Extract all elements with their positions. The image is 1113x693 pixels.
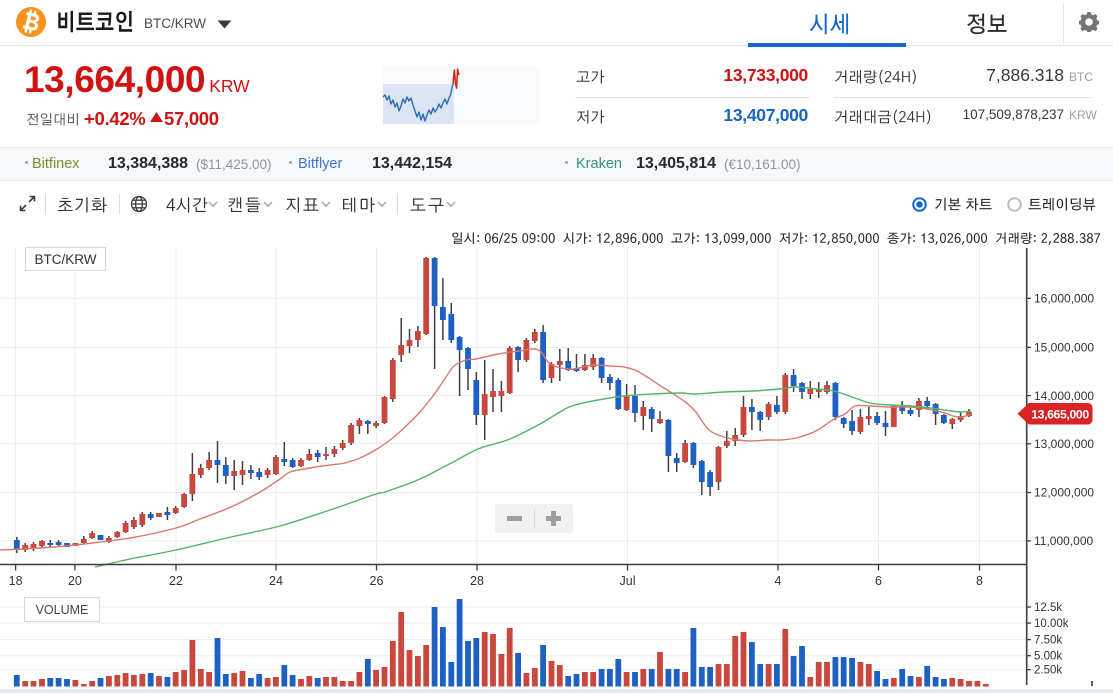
svg-text:16,000,000: 16,000,000 <box>1034 292 1094 306</box>
svg-text:12.5k: 12.5k <box>1034 602 1062 614</box>
svg-text:2.50k: 2.50k <box>1034 665 1062 677</box>
svg-text:5.00k: 5.00k <box>1034 651 1062 663</box>
svg-text:13,665,000: 13,665,000 <box>1031 407 1089 421</box>
svg-text:7.50k: 7.50k <box>1034 635 1062 647</box>
svg-text:Jul: Jul <box>620 574 636 588</box>
svg-text:15,000,000: 15,000,000 <box>1034 341 1094 355</box>
svg-text:10.00k: 10.00k <box>1034 618 1069 630</box>
svg-text:26: 26 <box>370 574 384 588</box>
svg-text:20: 20 <box>68 574 82 588</box>
svg-text:12,000,000: 12,000,000 <box>1034 486 1094 500</box>
svg-text:13,000,000: 13,000,000 <box>1034 437 1094 451</box>
svg-text:6: 6 <box>875 574 882 588</box>
svg-text:8: 8 <box>976 574 983 588</box>
svg-text:22: 22 <box>169 574 183 588</box>
svg-text:11,000,000: 11,000,000 <box>1034 534 1093 548</box>
svg-text:14,000,000: 14,000,000 <box>1034 389 1094 403</box>
svg-text:18: 18 <box>9 574 23 588</box>
svg-text:28: 28 <box>470 574 484 588</box>
svg-text:24: 24 <box>269 574 283 588</box>
svg-text:4: 4 <box>775 574 782 588</box>
